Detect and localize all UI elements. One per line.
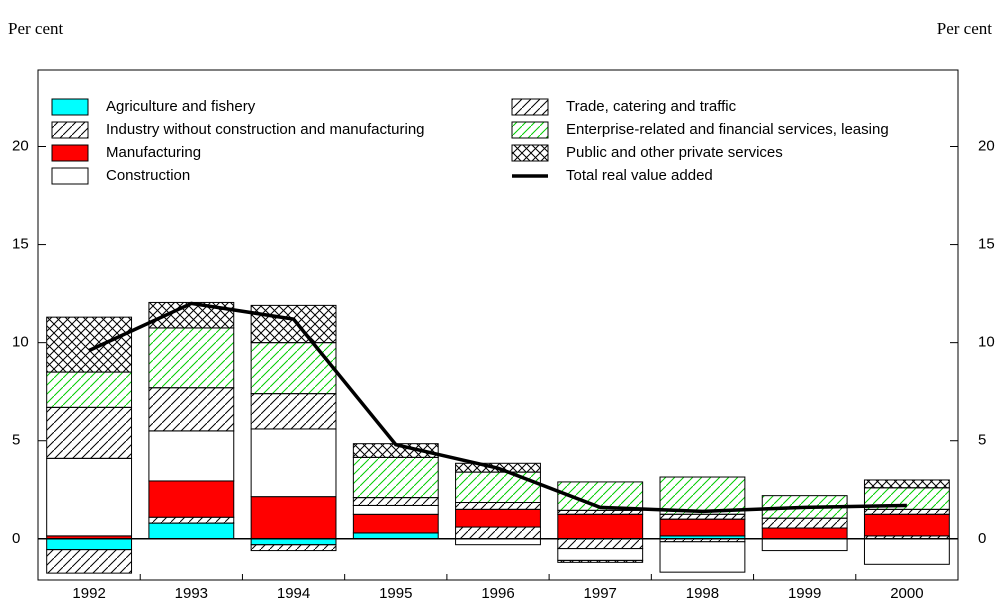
bar-segment bbox=[352, 504, 439, 515]
bar-segment bbox=[46, 549, 133, 574]
bar-segment bbox=[148, 480, 235, 518]
legend-label: Enterprise-related and financial service… bbox=[566, 121, 889, 138]
bar-segment bbox=[352, 513, 439, 534]
bar-segment bbox=[46, 538, 133, 551]
bar-segment bbox=[659, 513, 746, 520]
bar-segment bbox=[863, 508, 950, 515]
bar-segment bbox=[557, 559, 644, 563]
bar-segment bbox=[352, 497, 439, 506]
legend-swatch bbox=[51, 167, 89, 185]
total-line bbox=[88, 301, 907, 514]
y2-tick-label: 15 bbox=[978, 236, 995, 253]
legend-swatch bbox=[51, 98, 89, 116]
y2-axis-label: Per cent bbox=[937, 19, 993, 38]
legend-label: Trade, catering and traffic bbox=[566, 98, 737, 115]
bar-segment bbox=[455, 508, 541, 528]
x-tick-label: 1999 bbox=[788, 585, 821, 602]
bar-segment bbox=[761, 517, 848, 529]
bar-segment bbox=[46, 406, 133, 459]
bar-segment bbox=[761, 527, 848, 540]
y-tick-label: 5 bbox=[12, 432, 20, 449]
bar-segment bbox=[659, 518, 746, 537]
bar-segment bbox=[455, 538, 541, 546]
bar-segment bbox=[863, 538, 950, 565]
bar-segment bbox=[863, 479, 950, 489]
plot-frame bbox=[37, 69, 959, 581]
legend-label: Agriculture and fishery bbox=[106, 98, 256, 115]
bar-segment bbox=[148, 430, 235, 482]
bar-segment bbox=[250, 544, 337, 552]
bar-segment bbox=[455, 471, 541, 504]
bar-segment bbox=[250, 342, 337, 395]
x-tick-label: 1997 bbox=[584, 585, 617, 602]
legend-label: Total real value added bbox=[566, 167, 713, 184]
bar-segment bbox=[659, 541, 746, 573]
legend-swatch bbox=[51, 121, 89, 139]
bar-segment bbox=[250, 496, 337, 540]
legend-swatch bbox=[511, 121, 549, 139]
legend-label: Construction bbox=[106, 167, 190, 184]
y-tick-label: 15 bbox=[12, 236, 29, 253]
y2-tick-label: 5 bbox=[978, 432, 986, 449]
bar-segment bbox=[46, 371, 133, 408]
y-axis-label: Per cent bbox=[8, 19, 64, 38]
bar-segment bbox=[352, 532, 439, 540]
bar-segment bbox=[455, 526, 541, 540]
y2-tick-label: 10 bbox=[978, 334, 995, 351]
bar-segment bbox=[148, 516, 235, 524]
bar-segment bbox=[455, 502, 541, 510]
bar-segment bbox=[148, 522, 235, 540]
bar-segment bbox=[863, 513, 950, 537]
y-tick-label: 0 bbox=[12, 530, 20, 547]
x-tick-label: 1992 bbox=[72, 585, 105, 602]
x-tick-label: 1996 bbox=[481, 585, 514, 602]
bar-segment bbox=[46, 316, 133, 373]
bar-segment bbox=[250, 538, 337, 546]
bar-segment bbox=[761, 538, 848, 552]
bar-segment bbox=[352, 456, 439, 499]
legend-label: Manufacturing bbox=[106, 144, 201, 161]
x-tick-label: 1998 bbox=[686, 585, 719, 602]
x-tick-label: 2000 bbox=[890, 585, 923, 602]
legend-label: Public and other private services bbox=[566, 144, 783, 161]
y-tick-label: 10 bbox=[12, 334, 29, 351]
bar-segment bbox=[557, 509, 644, 515]
x-tick-label: 1993 bbox=[175, 585, 208, 602]
bar-segment bbox=[557, 538, 644, 550]
bar-segment bbox=[250, 428, 337, 498]
bar-segment bbox=[148, 387, 235, 432]
legend-swatch bbox=[511, 98, 549, 116]
legend-swatch bbox=[51, 144, 89, 162]
bar-segment bbox=[46, 457, 133, 537]
bar-segment bbox=[250, 304, 337, 344]
x-tick-label: 1994 bbox=[277, 585, 310, 602]
y2-tick-label: 20 bbox=[978, 137, 995, 154]
bar-segment bbox=[250, 393, 337, 430]
bar-segment bbox=[557, 513, 644, 540]
legend-label: Industry without construction and manufa… bbox=[106, 121, 425, 138]
bar-segment bbox=[557, 548, 644, 561]
bar-segment bbox=[148, 327, 235, 389]
y2-tick-label: 0 bbox=[978, 530, 986, 547]
bar-segment bbox=[659, 476, 746, 515]
y-tick-label: 20 bbox=[12, 137, 29, 154]
x-tick-label: 1995 bbox=[379, 585, 412, 602]
legend-swatch bbox=[511, 144, 549, 162]
